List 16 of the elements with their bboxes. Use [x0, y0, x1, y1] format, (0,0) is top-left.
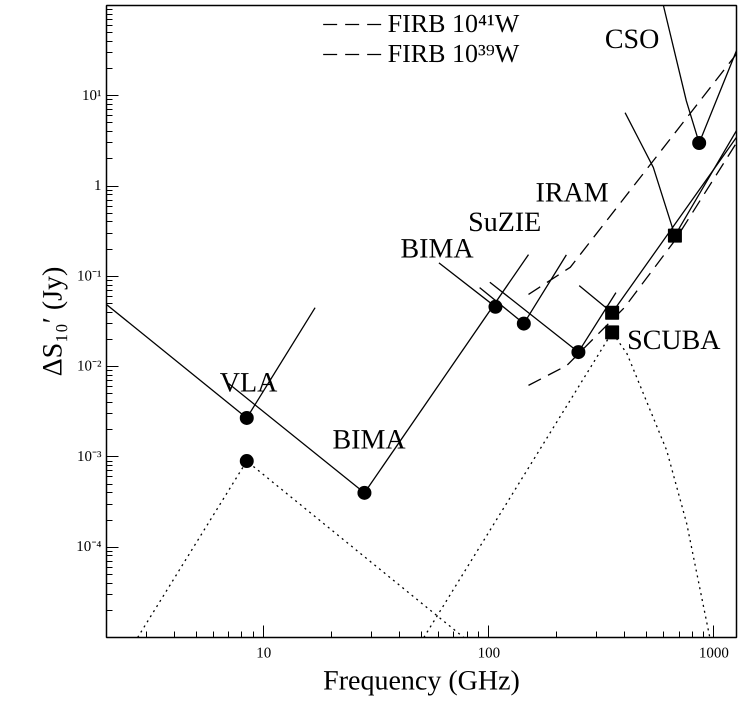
- y-tick-label: 10¹: [82, 88, 102, 104]
- y-tick-label: 10⁻¹: [77, 268, 102, 284]
- y-tick-label: 10⁻²: [77, 358, 102, 375]
- y-tick-label: 10⁻⁴: [76, 539, 102, 556]
- x-tick-label: 100: [478, 646, 500, 662]
- y-tick-label: 10⁻³: [77, 448, 102, 465]
- y-tick-label: 1: [94, 178, 102, 194]
- legend-label: FIRB 10⁴¹W: [388, 9, 520, 39]
- y-axis-title: ΔS₁₀′ (Jy): [37, 266, 68, 376]
- x-tick-label: 10: [256, 646, 272, 662]
- annotation: CSO: [604, 24, 660, 56]
- x-tick-label: 1000: [698, 646, 729, 662]
- annotation: SCUBA: [627, 324, 722, 356]
- legend-label: FIRB 10³⁹W: [388, 39, 520, 69]
- annotation: IRAM: [536, 178, 609, 209]
- x-axis-title: Frequency (GHz): [323, 666, 520, 696]
